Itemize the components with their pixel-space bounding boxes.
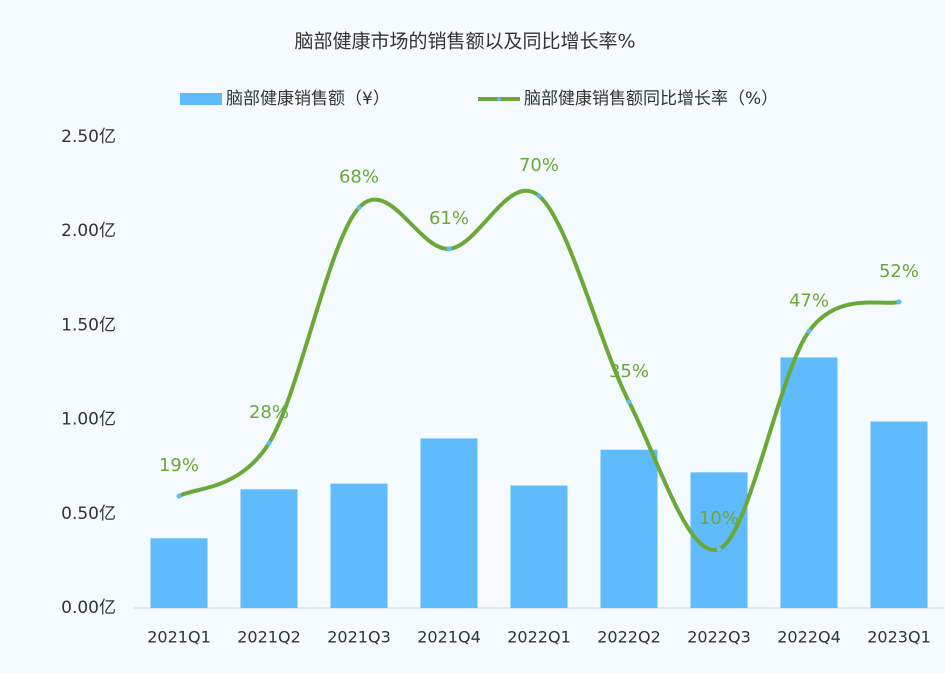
x-tick-label: 2021Q2: [237, 628, 301, 647]
line: [177, 188, 900, 553]
x-tick-label: 2022Q1: [507, 628, 571, 647]
data-label: 10%: [699, 508, 739, 529]
y-tick-label: 0.00亿: [61, 598, 116, 618]
bar: [420, 438, 478, 608]
x-tick-label: 2022Q2: [597, 628, 661, 647]
data-label: 47%: [789, 290, 829, 311]
y-tick-label: 1.00亿: [61, 410, 116, 430]
line-point: [356, 205, 362, 211]
data-label: 70%: [519, 155, 559, 176]
line-point: [536, 193, 542, 199]
line-point: [446, 246, 452, 252]
bar: [780, 357, 838, 608]
data-label: 61%: [429, 208, 469, 229]
bar: [510, 485, 568, 608]
chart-title: 脑部健康市场的销售额以及同比增长率%: [294, 31, 635, 53]
line-point: [626, 399, 632, 405]
line-point: [176, 493, 182, 499]
data-label: 28%: [249, 402, 289, 423]
x-tick-label: 2023Q1: [867, 628, 931, 647]
x-tick-label: 2021Q4: [417, 628, 481, 647]
data-label: 19%: [159, 455, 199, 476]
y-tick-label: 2.00亿: [61, 221, 116, 241]
legend-label: 脑部健康销售额（¥）: [226, 89, 390, 109]
bar: [240, 489, 298, 608]
line-point: [896, 299, 902, 305]
legend-marker: [497, 97, 501, 101]
bar: [330, 483, 388, 608]
bar: [150, 538, 208, 608]
line-point: [806, 328, 812, 334]
data-label: 52%: [879, 261, 919, 282]
data-label: 35%: [609, 361, 649, 382]
x-tick-label: 2021Q3: [327, 628, 391, 647]
y-tick-label: 2.50亿: [61, 127, 116, 147]
bar: [870, 421, 928, 608]
y-tick-label: 0.50亿: [61, 504, 116, 524]
line-point: [716, 546, 722, 552]
legend-label: 脑部健康销售额同比增长率（%）: [524, 89, 778, 109]
line-point: [266, 440, 272, 446]
x-tick-label: 2021Q1: [147, 628, 211, 647]
x-tick-label: 2022Q3: [687, 628, 751, 647]
x-tick-label: 2022Q4: [777, 628, 841, 647]
data-label: 68%: [339, 167, 379, 188]
y-tick-label: 1.50亿: [61, 315, 116, 335]
legend-swatch: [180, 93, 222, 105]
bar: [600, 449, 658, 608]
